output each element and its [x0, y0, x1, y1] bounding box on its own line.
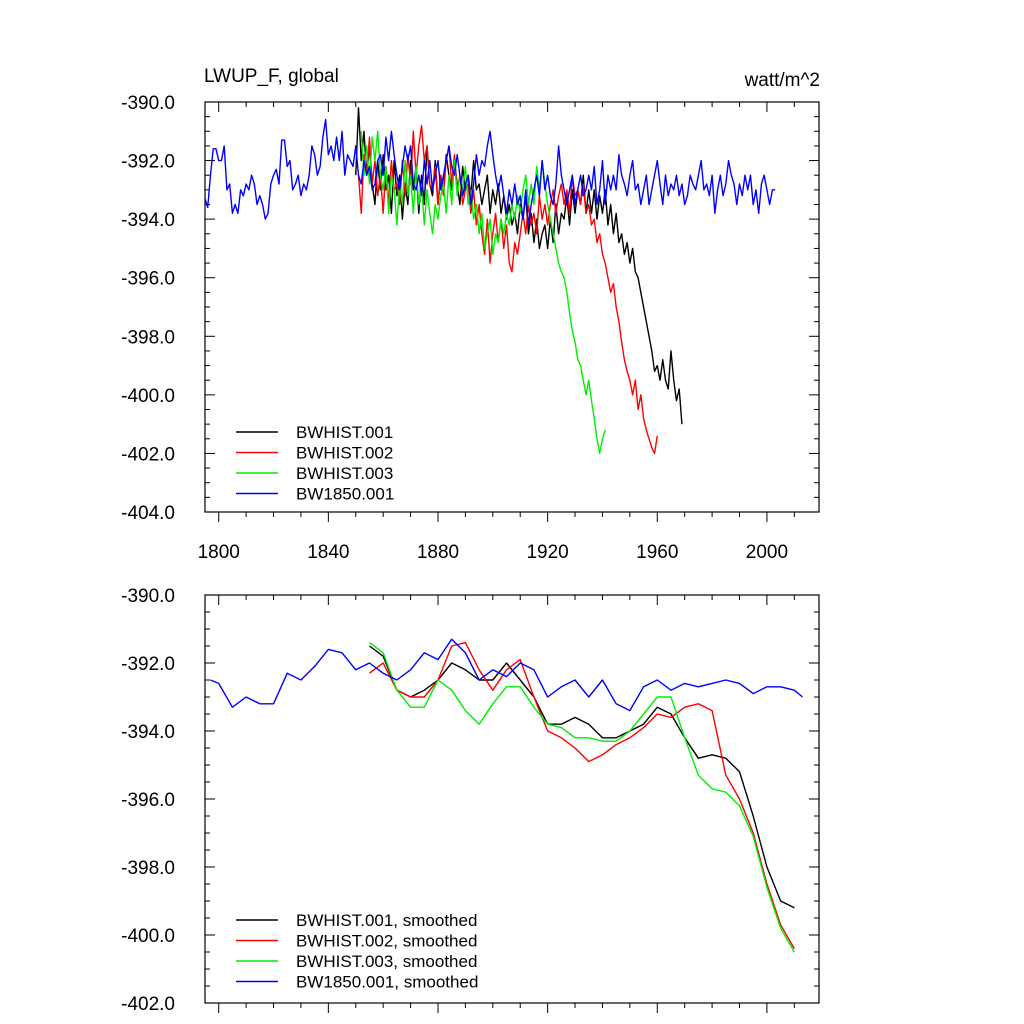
series-line-2 [369, 641, 795, 949]
y-tick-label: -402.0 [121, 994, 175, 1015]
y-tick-label: -390.0 [121, 93, 175, 114]
y-tick-label: -400.0 [121, 926, 175, 947]
x-tick-label: 2000 [746, 542, 788, 563]
x-tick-label: 1800 [198, 542, 240, 563]
y-tick-label: -392.0 [121, 654, 175, 675]
x-tick-label: 1960 [636, 542, 678, 563]
y-tick-label: -396.0 [121, 269, 175, 290]
legend-label: BWHIST.003, smoothed [296, 952, 477, 971]
y-tick-label: -396.0 [121, 790, 175, 811]
legend-label: BW1850.001, smoothed [296, 973, 478, 992]
y-tick-label: -390.0 [121, 586, 175, 607]
series-line-3 [360, 130, 606, 455]
y-tick-label: -398.0 [121, 327, 175, 348]
series-line-4 [210, 638, 803, 712]
y-tick-label: -402.0 [121, 444, 175, 465]
series-line-1 [369, 645, 795, 909]
legend-label: BWHIST.001 [296, 423, 393, 442]
top-panel-units: watt/m^2 [744, 70, 820, 91]
y-tick-label: -394.0 [121, 210, 175, 231]
series-line-2 [357, 124, 658, 455]
top-panel: LWUP_F, global watt/m^2 1800 1840 1880 1920… [121, 66, 820, 563]
x-tick-label: 1920 [526, 542, 568, 563]
top-panel-title: LWUP_F, global [204, 66, 339, 87]
series-line-3 [369, 642, 795, 953]
x-tick-label: 1840 [307, 542, 349, 563]
legend-label: BWHIST.002 [296, 444, 393, 463]
legend-label: BW1850.001 [296, 485, 394, 504]
y-tick-label: -392.0 [121, 152, 175, 173]
y-tick-label: -398.0 [121, 858, 175, 879]
legend-label: BWHIST.001, smoothed [296, 911, 477, 930]
legend-label: BWHIST.002, smoothed [296, 932, 477, 951]
y-tick-label: -400.0 [121, 386, 175, 407]
series-line-4 [204, 118, 776, 226]
bottom-panel: -390.0 -392.0 -394.0 -396.0 -398.0 -400.0 -402… [121, 586, 820, 1015]
series-line-1 [355, 107, 683, 425]
y-tick-label: -404.0 [121, 503, 175, 524]
x-tick-label: 1880 [417, 542, 459, 563]
y-tick-label: -394.0 [121, 722, 175, 743]
legend-label: BWHIST.003 [296, 464, 393, 483]
